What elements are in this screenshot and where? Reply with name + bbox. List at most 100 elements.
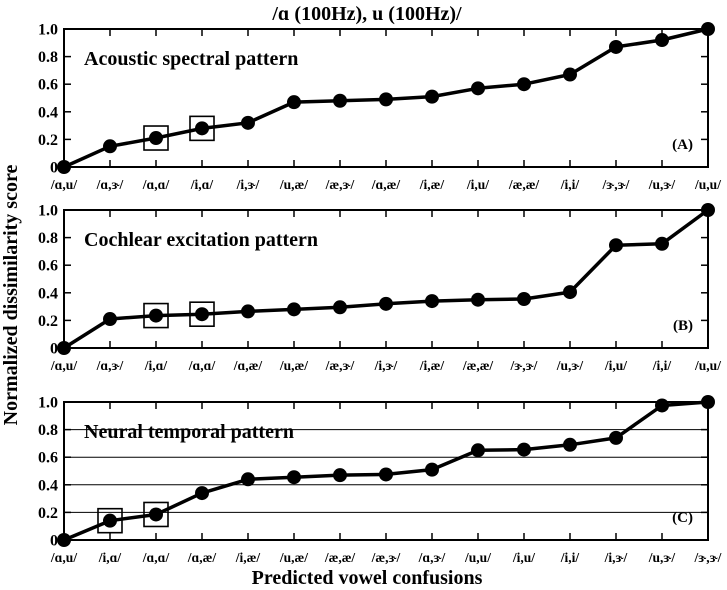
data-point	[609, 238, 623, 253]
data-point	[287, 470, 301, 485]
x-tick-label: /i,æ/	[419, 358, 445, 373]
data-point	[287, 302, 301, 317]
data-point	[609, 430, 623, 445]
data-point	[379, 92, 393, 107]
data-point	[103, 139, 117, 154]
data-point	[241, 304, 255, 319]
panel-label: (B)	[673, 318, 693, 334]
data-point	[195, 121, 209, 136]
panel-title: Acoustic spectral pattern	[84, 48, 298, 70]
data-point	[241, 472, 255, 487]
y-tick-label: 0.6	[38, 77, 58, 94]
y-tick-label: 0.4	[38, 477, 58, 494]
x-tick-label: /ɑ,u/	[50, 177, 77, 192]
x-tick-label: /æ,ɝ/	[325, 177, 355, 192]
data-point	[425, 462, 439, 477]
data-point	[471, 81, 485, 96]
x-tick-label: /ɑ,ɑ/	[142, 550, 170, 565]
data-point	[701, 22, 715, 36]
x-tick-label: /i,i/	[652, 358, 672, 373]
data-point	[149, 308, 163, 323]
data-point	[103, 513, 117, 528]
x-tick-label: /ɑ,ɝ/	[96, 177, 124, 192]
x-tick-label: /i,i/	[560, 550, 580, 565]
y-tick-label: 0.8	[38, 422, 58, 439]
data-point	[57, 160, 71, 174]
data-point	[517, 292, 531, 307]
data-point	[563, 285, 577, 300]
data-point	[103, 312, 117, 327]
x-tick-label: /u,ɝ/	[648, 177, 676, 192]
panel-1: 0 0.2 0.4 0.6 0.8 1.0/ɑ,u/ /ɑ,ɝ/ /ɑ,ɑ/ /i,ɑ/ /i,ɝ…	[38, 22, 721, 193]
highlight-box	[143, 125, 169, 151]
x-tick-label: /ɝ,ɝ/	[510, 358, 538, 373]
x-tick-label: /i,ɝ/	[374, 358, 398, 373]
data-point	[655, 236, 669, 251]
x-tick-label: /i,ɑ/	[144, 358, 168, 373]
y-tick-label: 0.8	[38, 230, 58, 247]
x-tick-label: /ɑ,ɝ/	[418, 550, 446, 565]
x-tick-label: /i,ɑ/	[98, 550, 122, 565]
highlight-box	[143, 302, 169, 329]
panel-title: Cochlear excitation pattern	[84, 229, 318, 251]
data-point	[57, 341, 71, 355]
x-tick-label: /u,ɝ/	[648, 550, 676, 565]
x-tick-label: /ɑ,ɑ/	[188, 358, 216, 373]
data-point	[149, 131, 163, 146]
plot-frame	[63, 209, 709, 349]
y-tick-label: 0.2	[38, 505, 58, 522]
data-point	[195, 486, 209, 501]
data-point	[379, 296, 393, 311]
data-point	[57, 533, 71, 547]
x-tick-label: /u,u/	[694, 177, 721, 192]
data-point	[517, 77, 531, 92]
data-point	[241, 115, 255, 130]
x-tick-label: /ɑ,æ/	[187, 550, 217, 565]
x-tick-label: /ɑ,æ/	[371, 177, 401, 192]
data-point	[195, 307, 209, 322]
data-point	[425, 294, 439, 309]
x-axis-label: Predicted vowel confusions	[252, 567, 483, 589]
x-tick-label: /i,i/	[560, 177, 580, 192]
y-tick-label: 0.4	[38, 285, 58, 302]
data-point	[333, 300, 347, 315]
data-point	[149, 507, 163, 522]
x-tick-label: /u,æ/	[279, 358, 308, 373]
x-tick-label: /i,æ/	[235, 550, 261, 565]
data-point	[655, 398, 669, 413]
x-tick-label: /æ,ɝ/	[325, 358, 355, 373]
data-point	[563, 437, 577, 452]
y-tick-label: 0.6	[38, 450, 58, 467]
panel-2: 0 0.2 0.4 0.6 0.8 1.0/ɑ,u/ /ɑ,ɝ/ /i,ɑ/ /ɑ,ɑ/ /ɑ,æ…	[38, 203, 721, 374]
x-tick-label: /u,æ/	[279, 177, 308, 192]
x-tick-label: /ɝ,ɝ/	[694, 550, 722, 565]
y-tick-label: 0.4	[38, 104, 58, 121]
x-tick-label: /u,ɝ/	[556, 358, 584, 373]
x-tick-label: /i,u/	[604, 358, 627, 373]
data-point	[333, 468, 347, 483]
data-point	[333, 93, 347, 108]
x-tick-label: /ɑ,ɝ/	[96, 358, 124, 373]
data-point	[287, 95, 301, 110]
highlight-box	[97, 507, 123, 534]
x-tick-label: /ɑ,u/	[50, 550, 77, 565]
y-tick-label: 1.0	[38, 203, 58, 220]
y-tick-label: 0	[50, 160, 58, 177]
data-point	[609, 39, 623, 54]
y-tick-label: 1.0	[38, 395, 58, 412]
x-tick-label: /ɑ,u/	[50, 358, 77, 373]
data-point	[471, 292, 485, 307]
highlight-box	[189, 115, 215, 142]
y-tick-label: 0.8	[38, 49, 58, 66]
highlight-box	[143, 501, 169, 528]
highlight-box	[189, 301, 215, 327]
x-tick-label: /æ,ɝ/	[371, 550, 401, 565]
data-point	[563, 67, 577, 82]
x-tick-label: /i,ɝ/	[604, 550, 628, 565]
panel-3: 0 0.2 0.4 0.6 0.8 1.0/ɑ,u/ /i,ɑ/ /ɑ,ɑ/ /ɑ,æ/ /i,æ…	[38, 395, 722, 566]
x-tick-label: /i,u/	[512, 550, 535, 565]
figure-title: /ɑ (100Hz), u (100Hz)/	[271, 3, 462, 25]
y-tick-label: 0.2	[38, 132, 58, 149]
plot-frame	[63, 401, 709, 541]
